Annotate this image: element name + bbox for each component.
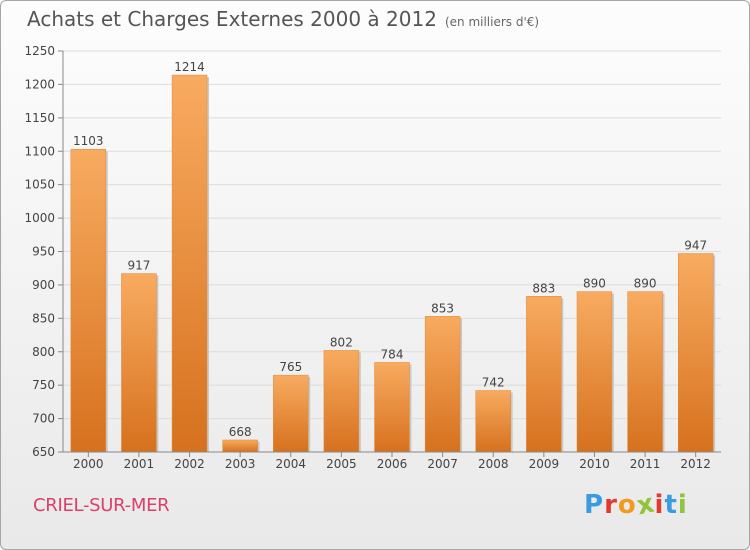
x-tick-label-2009: 2009 [529, 457, 560, 471]
bar-2005 [323, 350, 360, 453]
bars [70, 74, 716, 453]
y-tick-label: 1000 [24, 211, 55, 225]
proxiti-logo: Proxiti [584, 488, 688, 521]
x-axis: 2000 2001 2002 2003 2004 2005 2006 2007 2008 2009… [63, 451, 721, 471]
data-label-2001: 917 [127, 259, 150, 273]
data-label-2008: 742 [482, 376, 505, 390]
chart-title-text: Achats et Charges Externes 2000 à 2012 [27, 7, 437, 31]
data-label-2004: 765 [279, 360, 302, 374]
y-tick-label: 800 [32, 345, 55, 359]
data-label-2005: 802 [330, 335, 353, 349]
y-tick-label: 1250 [24, 44, 55, 58]
chart-subtitle: (en milliers d'€) [444, 15, 540, 29]
x-tick-label-2011: 2011 [630, 457, 661, 471]
bar-2007 [424, 316, 461, 453]
data-labels: 1103 917 1214 668 765 802 784 853 742 883 890 890 94… [73, 60, 707, 439]
bar-2000 [70, 148, 107, 453]
bar-2011 [627, 291, 663, 453]
data-label-2012: 947 [684, 239, 707, 253]
y-tick-label: 850 [32, 311, 55, 325]
bar-2003 [222, 439, 258, 453]
x-tick-label-2012: 2012 [680, 457, 711, 471]
data-label-2009: 883 [532, 281, 555, 295]
bar-2010 [576, 291, 613, 453]
y-tick-label: 1100 [24, 144, 55, 158]
chart-title: Achats et Charges Externes 2000 à 2012 (e… [27, 7, 539, 31]
x-tick-label-2001: 2001 [124, 457, 155, 471]
y-tick-label: 1150 [24, 111, 55, 125]
bar-2001 [121, 273, 157, 453]
data-label-2000: 1103 [73, 134, 104, 148]
x-tick-label-2007: 2007 [427, 457, 458, 471]
logo-letter: o [617, 490, 637, 520]
bar-2012 [677, 253, 714, 453]
bar-2002 [171, 74, 208, 453]
y-axis: 650 700 750 800 850 900 950 1000 1050 1100 1150 120… [24, 44, 64, 459]
bar-2006 [374, 362, 410, 453]
logo-letter: r [604, 490, 618, 520]
data-label-2003: 668 [229, 425, 252, 439]
logo-letter: i [654, 490, 665, 520]
logo-letter: t [664, 490, 678, 520]
bar-2009 [526, 296, 562, 453]
x-tick-label-2000: 2000 [73, 457, 104, 471]
data-label-2011: 890 [634, 277, 657, 291]
x-tick-label-2005: 2005 [326, 457, 357, 471]
data-label-2006: 784 [381, 347, 404, 361]
bar-2004 [273, 374, 309, 453]
commune-name: CRIEL-SUR-MER [33, 495, 170, 516]
x-tick-label-2006: 2006 [377, 457, 408, 471]
x-tick-label-2003: 2003 [225, 457, 256, 471]
logo-letter: P [584, 490, 605, 520]
y-tick-label: 650 [32, 445, 55, 459]
y-tick-label: 1200 [24, 77, 55, 91]
y-tick-label: 750 [32, 378, 55, 392]
y-tick-label: 950 [32, 245, 55, 259]
data-label-2010: 890 [583, 277, 606, 291]
logo-letter: i [677, 490, 688, 520]
data-label-2007: 853 [431, 301, 454, 315]
bar-2008 [475, 390, 511, 453]
x-tick-label-2008: 2008 [478, 457, 509, 471]
x-tick-label-2004: 2004 [275, 457, 306, 471]
data-label-2002: 1214 [174, 60, 205, 74]
y-tick-label: 1050 [24, 178, 55, 192]
x-tick-label-2002: 2002 [174, 457, 205, 471]
x-tick-label-2010: 2010 [579, 457, 610, 471]
y-tick-label: 900 [32, 278, 55, 292]
y-tick-label: 700 [32, 412, 55, 426]
